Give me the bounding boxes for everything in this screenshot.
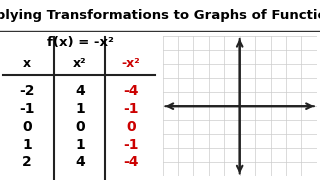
Text: x²: x² xyxy=(73,57,87,70)
Text: 0: 0 xyxy=(22,120,32,134)
Text: 4: 4 xyxy=(75,84,85,98)
Text: -1: -1 xyxy=(20,102,35,116)
Text: Applying Transformations to Graphs of Functions: Applying Transformations to Graphs of Fu… xyxy=(0,9,320,22)
Text: 2: 2 xyxy=(22,155,32,169)
Text: x: x xyxy=(23,57,31,70)
Text: 1: 1 xyxy=(75,102,85,116)
Text: 1: 1 xyxy=(22,138,32,152)
Text: -x²: -x² xyxy=(122,57,140,70)
Text: f(x) = -x²: f(x) = -x² xyxy=(47,36,113,49)
Text: 0: 0 xyxy=(75,120,85,134)
Text: 1: 1 xyxy=(75,138,85,152)
Text: -1: -1 xyxy=(124,138,139,152)
Text: -4: -4 xyxy=(124,84,139,98)
Text: -2: -2 xyxy=(20,84,35,98)
Text: 4: 4 xyxy=(75,155,85,169)
Text: -4: -4 xyxy=(124,155,139,169)
Text: 0: 0 xyxy=(126,120,136,134)
Text: -1: -1 xyxy=(124,102,139,116)
